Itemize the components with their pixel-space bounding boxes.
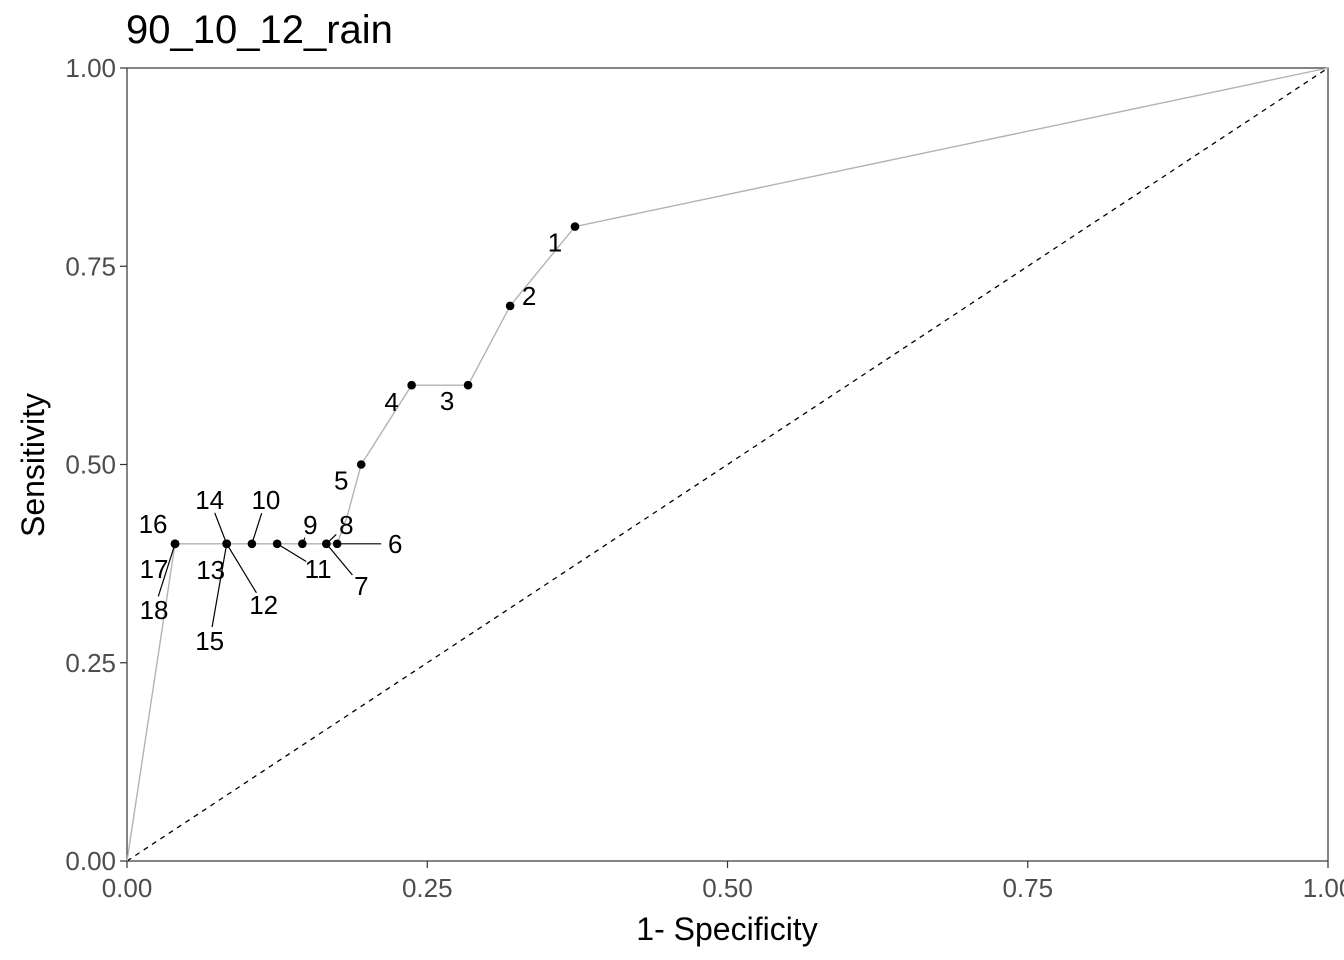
point-label-12: 12 <box>249 590 278 620</box>
point-label-3: 3 <box>440 386 454 416</box>
roc-point-8 <box>322 539 331 549</box>
roc-point-6 <box>332 539 342 549</box>
point-label-6: 6 <box>388 529 402 559</box>
y-tick-label: 0.75 <box>65 251 116 281</box>
point-label-7: 7 <box>354 571 368 601</box>
roc-point-2 <box>505 301 515 311</box>
point-label-14: 14 <box>195 485 224 515</box>
roc-point-3 <box>463 380 473 390</box>
point-label-leader-10 <box>251 512 263 544</box>
roc-point-4 <box>407 380 416 390</box>
y-axis-label: Sensitivity <box>15 393 51 537</box>
point-label-2: 2 <box>522 281 536 311</box>
point-label-leader-15 <box>211 543 228 628</box>
point-label-8: 8 <box>339 510 353 540</box>
point-label-11: 11 <box>305 554 332 584</box>
point-label-leader-11 <box>276 543 307 563</box>
point-label-9: 9 <box>303 510 317 540</box>
y-tick-label: 0.25 <box>65 648 116 678</box>
roc-point-5 <box>356 460 366 469</box>
roc-point-9 <box>298 539 307 549</box>
point-label-leader-14 <box>214 512 228 545</box>
point-label-5: 5 <box>334 466 348 496</box>
point-label-16: 16 <box>139 509 168 539</box>
point-label-10: 10 <box>251 485 280 515</box>
x-tick-label: 0.25 <box>402 873 453 903</box>
roc-point-15 <box>222 539 231 549</box>
roc-point-1 <box>570 222 580 231</box>
roc-point-18 <box>170 539 180 549</box>
point-label-leader-12 <box>226 543 257 594</box>
chart-title: 90_10_12_rain <box>126 8 393 52</box>
x-tick-label: 0.75 <box>1002 873 1053 903</box>
x-tick-label: 0.00 <box>102 873 153 903</box>
x-tick-label: 1.00 <box>1303 873 1344 903</box>
point-label-leader-7 <box>325 543 353 576</box>
point-label-1: 1 <box>548 228 562 258</box>
roc-point-11 <box>272 539 282 549</box>
reference-diagonal-line <box>126 67 1329 862</box>
point-label-4: 4 <box>384 387 398 417</box>
y-tick-label: 1.00 <box>65 53 116 83</box>
y-tick-label: 0.50 <box>65 450 116 480</box>
roc-point-10 <box>247 539 257 549</box>
point-label-18: 18 <box>140 595 169 625</box>
x-tick-label: 0.50 <box>702 873 753 903</box>
point-label-leader-18 <box>157 543 176 597</box>
y-tick-label: 0.00 <box>65 846 116 876</box>
x-axis-label: 1- Specificity <box>636 911 817 947</box>
point-label-15: 15 <box>195 626 224 656</box>
